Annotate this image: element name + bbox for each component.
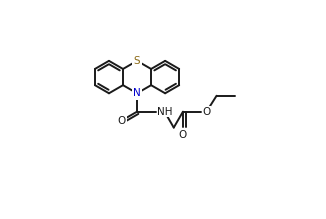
Text: NH: NH — [157, 107, 173, 117]
Text: N: N — [133, 88, 141, 98]
Text: S: S — [134, 56, 141, 66]
Text: O: O — [118, 116, 126, 126]
Text: O: O — [179, 130, 187, 140]
Text: O: O — [202, 107, 211, 117]
